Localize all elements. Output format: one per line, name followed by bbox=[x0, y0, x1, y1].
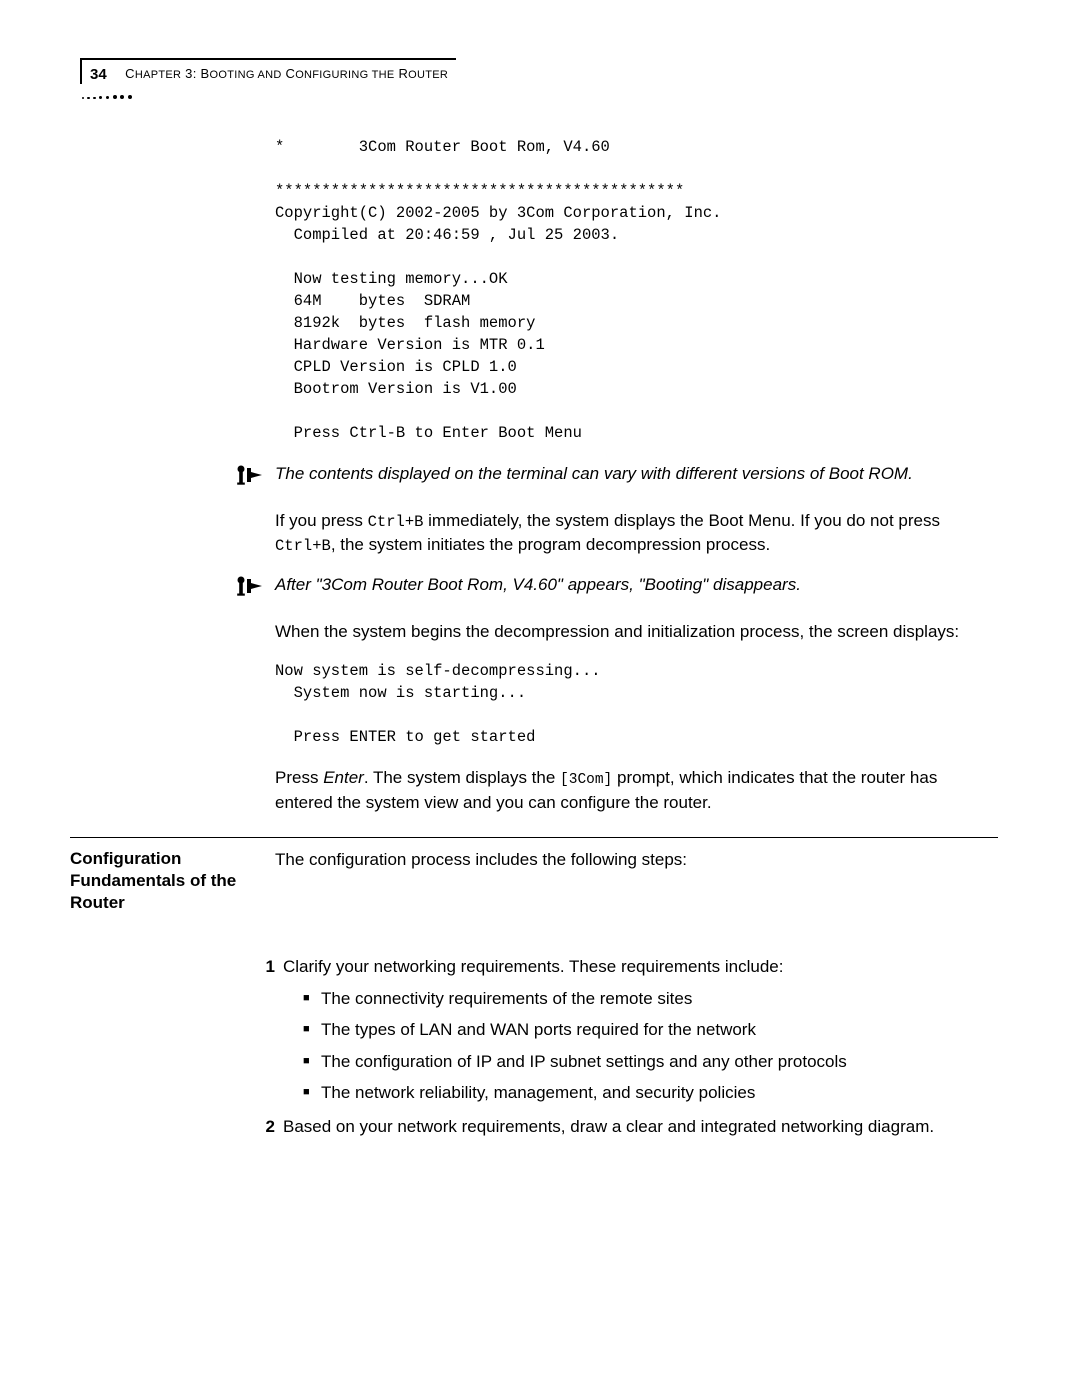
note-text-2: After "3Com Router Boot Rom, V4.60" appe… bbox=[275, 573, 998, 606]
section-intro: The configuration process includes the f… bbox=[275, 848, 998, 872]
list-item: ■The connectivity requirements of the re… bbox=[303, 986, 998, 1012]
page-number: 34 bbox=[90, 66, 107, 83]
section-heading: Configuration Fundamentals of the Router bbox=[70, 848, 275, 914]
section-rule bbox=[70, 837, 998, 838]
step-1: 1 Clarify your networking requirements. … bbox=[275, 954, 998, 980]
info-pointer-icon bbox=[233, 573, 275, 606]
info-pointer-icon bbox=[233, 462, 275, 495]
bootrom-output: * 3Com Router Boot Rom, V4.60 **********… bbox=[275, 136, 998, 444]
note-block-1: The contents displayed on the terminal c… bbox=[233, 462, 998, 495]
decompress-output: Now system is self-decompressing... Syst… bbox=[275, 660, 998, 748]
list-item: ■The types of LAN and WAN ports required… bbox=[303, 1017, 998, 1043]
requirements-list: ■The connectivity requirements of the re… bbox=[303, 986, 998, 1106]
paragraph-decompress: When the system begins the decompression… bbox=[275, 620, 998, 644]
list-item: ■The configuration of IP and IP subnet s… bbox=[303, 1049, 998, 1075]
note-text-1: The contents displayed on the terminal c… bbox=[275, 462, 998, 495]
paragraph-enter: Press Enter. The system displays the [3C… bbox=[275, 766, 998, 815]
paragraph-ctrlb: If you press Ctrl+B immediately, the sys… bbox=[275, 509, 998, 557]
step-2: 2 Based on your network requirements, dr… bbox=[275, 1114, 998, 1140]
note-block-2: After "3Com Router Boot Rom, V4.60" appe… bbox=[233, 573, 998, 606]
page-header: 34 CHAPTER 3: BOOTING AND CONFIGURING TH… bbox=[70, 58, 998, 84]
chapter-title: CHAPTER 3: BOOTING AND CONFIGURING THE R… bbox=[125, 66, 448, 81]
decorative-dots bbox=[82, 86, 131, 104]
list-item: ■The network reliability, management, an… bbox=[303, 1080, 998, 1106]
